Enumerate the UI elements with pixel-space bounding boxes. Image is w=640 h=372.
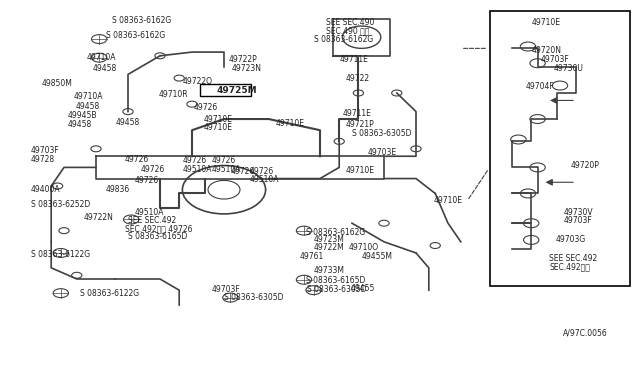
Text: S 08363-6165D: S 08363-6165D xyxy=(128,232,188,241)
Text: 49726: 49726 xyxy=(182,156,207,165)
Text: 49723N: 49723N xyxy=(232,64,262,73)
Text: 49726: 49726 xyxy=(211,156,236,165)
Text: 49703G: 49703G xyxy=(556,235,586,244)
Text: 49710A: 49710A xyxy=(74,92,103,101)
Text: A/97C.0056: A/97C.0056 xyxy=(563,328,608,337)
Text: SEE SEC.492: SEE SEC.492 xyxy=(549,254,597,263)
Text: SEC.490 参照: SEC.490 参照 xyxy=(326,26,370,35)
Text: 49510A: 49510A xyxy=(250,175,279,184)
Text: 49710E: 49710E xyxy=(531,18,560,27)
Text: S 08363-6122G: S 08363-6122G xyxy=(80,289,139,298)
Text: 49720P: 49720P xyxy=(571,161,600,170)
Text: 49710E: 49710E xyxy=(346,166,374,174)
Text: S 08363-6252D: S 08363-6252D xyxy=(31,200,90,209)
Text: 49455M: 49455M xyxy=(362,252,392,261)
Text: 49720N: 49720N xyxy=(531,46,561,55)
Text: 49722: 49722 xyxy=(346,74,370,83)
Text: 49726: 49726 xyxy=(250,167,274,176)
Text: 49761: 49761 xyxy=(300,252,324,261)
Text: 49703F: 49703F xyxy=(211,285,240,294)
Text: 49733M: 49733M xyxy=(314,266,344,275)
Text: SEE SEC.490: SEE SEC.490 xyxy=(326,18,375,27)
Bar xyxy=(490,11,630,286)
Text: 49710R: 49710R xyxy=(159,90,188,99)
Text: 49710E: 49710E xyxy=(204,123,232,132)
Text: 49726: 49726 xyxy=(141,165,165,174)
Text: SEC.492参照: SEC.492参照 xyxy=(549,262,590,271)
Text: S 08363-6305D: S 08363-6305D xyxy=(352,129,412,138)
Text: 49945B: 49945B xyxy=(67,111,97,120)
Text: SEE SEC.492: SEE SEC.492 xyxy=(128,216,176,225)
Text: 49722M: 49722M xyxy=(314,243,344,252)
Text: S 08363-6305D: S 08363-6305D xyxy=(224,293,284,302)
FancyBboxPatch shape xyxy=(200,84,251,96)
Text: 49510A: 49510A xyxy=(134,208,164,217)
Text: 49722P: 49722P xyxy=(229,55,258,64)
Text: S 08363-6165D: S 08363-6165D xyxy=(306,276,365,285)
Text: 49510A: 49510A xyxy=(211,165,241,174)
Text: 49400A: 49400A xyxy=(31,185,60,194)
Text: SEC.492参照 49726: SEC.492参照 49726 xyxy=(125,224,192,233)
Text: 49722N: 49722N xyxy=(83,213,113,222)
Text: 49721P: 49721P xyxy=(346,120,374,129)
Text: S 08363-6162G: S 08363-6162G xyxy=(106,31,165,40)
Text: 49703F: 49703F xyxy=(563,216,592,225)
Text: 49703F: 49703F xyxy=(31,146,60,155)
Text: 49730V: 49730V xyxy=(563,208,593,217)
Text: 49710A: 49710A xyxy=(86,53,116,62)
Text: S 08363-6162G: S 08363-6162G xyxy=(306,228,365,237)
Text: 49710E: 49710E xyxy=(275,119,304,128)
Text: 49726: 49726 xyxy=(194,103,218,112)
Text: S 08363-6162G: S 08363-6162G xyxy=(112,16,172,25)
Text: 49836: 49836 xyxy=(106,185,130,194)
Text: 49458: 49458 xyxy=(67,120,92,129)
Text: 49850M: 49850M xyxy=(42,79,72,88)
Text: 49710E: 49710E xyxy=(204,115,232,124)
Text: 49458: 49458 xyxy=(115,118,140,127)
Text: 49458: 49458 xyxy=(93,64,117,73)
Text: 49710O: 49710O xyxy=(349,243,379,252)
Text: 49730U: 49730U xyxy=(554,64,584,73)
Text: S 08363-6305D: S 08363-6305D xyxy=(307,285,367,294)
Text: 49458: 49458 xyxy=(76,102,100,110)
Text: 49728: 49728 xyxy=(31,155,55,164)
Text: 49726: 49726 xyxy=(134,176,159,185)
Text: 49722O: 49722O xyxy=(182,77,212,86)
Text: 49455: 49455 xyxy=(351,284,375,293)
Text: 49711E: 49711E xyxy=(339,55,368,64)
Text: 49510A: 49510A xyxy=(182,165,212,174)
Text: 49703F: 49703F xyxy=(541,55,570,64)
Text: 49710E: 49710E xyxy=(434,196,463,205)
Text: 49723M: 49723M xyxy=(314,235,344,244)
Text: S 08363-6162G: S 08363-6162G xyxy=(314,35,373,44)
Text: 49704F: 49704F xyxy=(526,82,555,91)
Text: 49711E: 49711E xyxy=(343,109,372,118)
Text: 49726: 49726 xyxy=(230,167,255,176)
Text: S 08363-6122G: S 08363-6122G xyxy=(31,250,90,259)
Text: 49703E: 49703E xyxy=(368,148,397,157)
Text: 49726: 49726 xyxy=(125,155,149,164)
Text: 49725M: 49725M xyxy=(216,86,257,94)
